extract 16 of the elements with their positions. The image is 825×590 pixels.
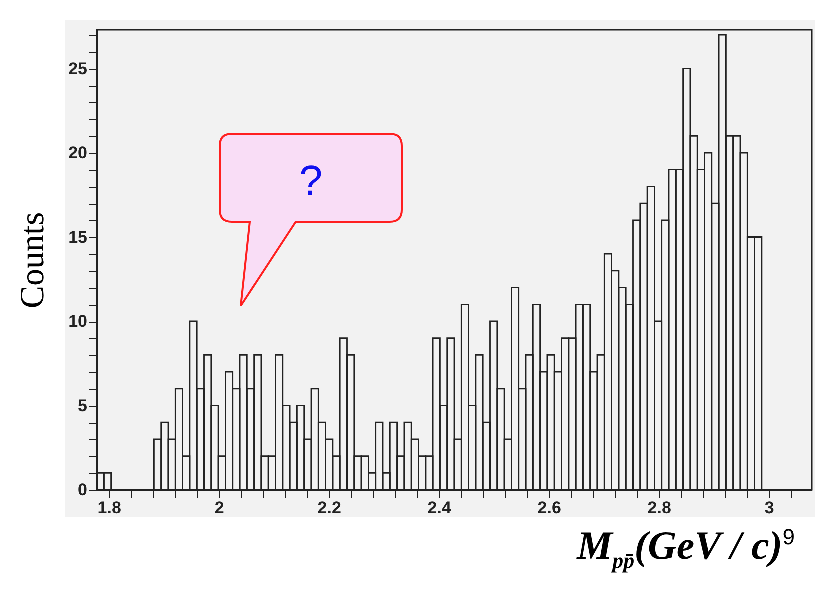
y-tick-label: 20	[68, 144, 88, 163]
y-tick-label: 10	[68, 312, 88, 331]
x-tick-label: 3	[764, 498, 774, 518]
x-axis-title: M$_{pp̄}$(GeV / c)$^{9}$	[577, 522, 795, 574]
x-tick-label: 1.8	[98, 498, 122, 518]
x-tick-label: 2	[214, 498, 224, 518]
y-axis-title: Counts	[14, 212, 52, 309]
y-tick-label: 15	[68, 228, 88, 247]
y-tick-label: 5	[78, 396, 88, 416]
y-tick-label: 25	[68, 59, 88, 78]
x-tick-label: 2.4	[428, 498, 452, 518]
x-tick-label: 2.2	[318, 498, 342, 518]
annotation: ?	[298, 157, 324, 204]
x-tick-label: 2.8	[648, 498, 672, 518]
x-tick-label: 2.6	[538, 498, 562, 518]
y-tick-label: 0	[78, 480, 88, 500]
